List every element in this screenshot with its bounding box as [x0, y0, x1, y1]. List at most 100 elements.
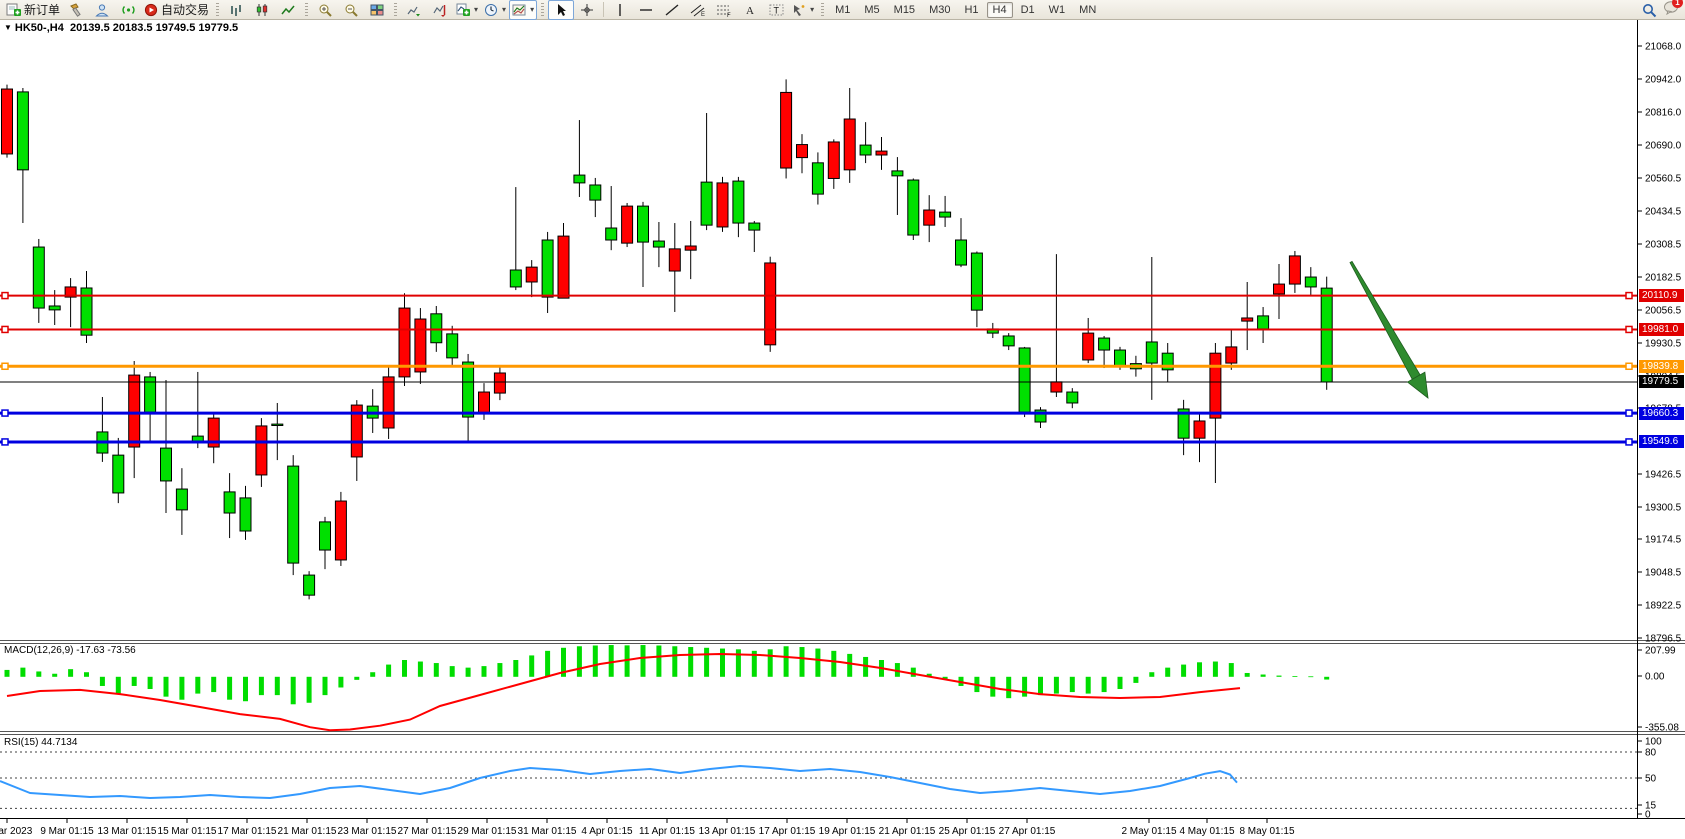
search-icon[interactable] — [1642, 3, 1657, 18]
macd-histogram-bar — [195, 676, 201, 694]
timeframe-button-h1[interactable]: H1 — [964, 3, 979, 16]
line-handle[interactable] — [1, 291, 9, 300]
tools-button[interactable] — [63, 0, 89, 20]
add-indicator-button[interactable]: ▾ — [453, 0, 481, 20]
zoom-out-button[interactable] — [338, 0, 364, 20]
time-tick-label: 4 May 01:15 — [1179, 826, 1234, 837]
time-tick-label: 7 Mar 2023 — [0, 826, 33, 837]
fibonacci-icon: F — [717, 5, 731, 17]
period-clock-button[interactable]: ▾ — [481, 0, 509, 20]
auto-scroll-button[interactable] — [401, 0, 427, 20]
timeframe-button-m1[interactable]: M1 — [835, 3, 851, 16]
macd-histogram-bar — [99, 676, 105, 686]
macd-histogram-bar — [322, 676, 328, 696]
timeframe-button-m30[interactable]: M30 — [929, 3, 951, 16]
line-handle[interactable] — [1625, 409, 1633, 417]
text-icon: A — [746, 5, 754, 17]
macd-histogram-bar — [497, 663, 503, 677]
annotation-arrow-head[interactable] — [1406, 371, 1429, 399]
chart-title: ▼ HK50-,H4 20139.5 20183.5 19749.5 19779.… — [4, 22, 238, 34]
candle — [939, 211, 952, 218]
candle — [796, 144, 808, 159]
chevron-down-icon: ▾ — [810, 5, 815, 14]
candle — [843, 118, 856, 171]
rsi-axis-label: 15 — [1645, 801, 1657, 812]
price-tick-label: 20308.5 — [1645, 240, 1682, 251]
chart-shift-button[interactable] — [427, 0, 453, 20]
candle — [827, 141, 840, 179]
macd-histogram-bar — [481, 666, 487, 677]
candle — [684, 245, 697, 251]
trendline-tool[interactable] — [659, 0, 685, 20]
horizontal-line-tool[interactable] — [633, 0, 659, 20]
line-handle[interactable] — [1, 362, 9, 371]
crosshair-button[interactable] — [574, 0, 600, 20]
line-handle[interactable] — [1, 325, 9, 334]
chevron-down-icon: ▾ — [474, 5, 479, 14]
channel-tool[interactable]: E — [685, 0, 711, 20]
candlestick-chart-button[interactable] — [249, 0, 275, 20]
macd-histogram-bar — [783, 646, 789, 677]
zoom-in-button[interactable] — [312, 0, 338, 20]
line-handle[interactable] — [1, 438, 9, 446]
candle — [1145, 341, 1158, 364]
trendline-icon — [665, 3, 679, 16]
timeframe-button-m15[interactable]: M15 — [893, 3, 916, 16]
timeframe-button-d1[interactable]: D1 — [1020, 3, 1035, 16]
new-order-label: 新订单 — [24, 3, 61, 17]
line-handle[interactable] — [1625, 291, 1633, 300]
candle — [573, 174, 586, 184]
candle — [160, 447, 172, 482]
timeframe-button-h4[interactable]: H4 — [986, 1, 1013, 18]
arrow-stamp-tool[interactable]: ▾ — [789, 0, 817, 20]
notification-button[interactable]: 1 — [1663, 0, 1683, 20]
candle — [223, 491, 236, 514]
candle — [16, 91, 29, 171]
fibonacci-tool[interactable]: F — [711, 0, 737, 20]
signal-button[interactable] — [115, 0, 141, 20]
macd-histogram-bar — [847, 653, 853, 677]
text-tool[interactable]: A — [737, 0, 763, 20]
line-handle[interactable] — [1625, 438, 1633, 446]
line-chart-button[interactable] — [275, 0, 301, 20]
timeframe-button-w1[interactable]: W1 — [1048, 3, 1066, 16]
macd-histogram-bar — [115, 676, 121, 694]
line-handle[interactable] — [1625, 325, 1633, 334]
time-tick-label: 9 Mar 01:15 — [40, 826, 94, 837]
candle — [287, 465, 300, 564]
macd-histogram-bar — [163, 676, 169, 697]
collapse-icon[interactable]: ▼ — [4, 23, 12, 32]
profile-button[interactable] — [89, 0, 115, 20]
candle — [191, 435, 204, 442]
candle — [509, 269, 522, 288]
macd-histogram-bar — [640, 645, 646, 677]
macd-histogram-bar — [1085, 676, 1091, 694]
macd-histogram-bar — [608, 645, 614, 677]
macd-histogram-bar — [1149, 672, 1155, 677]
price-tick-label: 19048.5 — [1645, 568, 1682, 579]
label-tool[interactable]: T — [763, 0, 789, 20]
auto-trading-button[interactable]: 自动交易 — [141, 0, 212, 20]
timeframe-button-m5[interactable]: M5 — [864, 3, 880, 16]
candle — [557, 235, 570, 299]
tile-windows-button[interactable] — [364, 0, 390, 20]
new-order-button[interactable]: 新订单 — [3, 0, 63, 20]
candle — [319, 521, 331, 551]
price-tick-label: 20182.5 — [1645, 273, 1682, 284]
bar-chart-button[interactable] — [223, 0, 249, 20]
vertical-line-tool[interactable] — [607, 0, 633, 20]
macd-histogram-bar — [545, 650, 551, 677]
line-handle[interactable] — [1625, 362, 1633, 371]
channel-icon: E — [690, 4, 705, 17]
candle — [1225, 346, 1238, 364]
rsi-axis-label: 80 — [1645, 748, 1657, 759]
macd-histogram-bar — [1117, 676, 1123, 690]
candle — [1002, 335, 1015, 347]
templates-button[interactable]: ▾ — [509, 0, 538, 20]
timeframe-button-mn[interactable]: MN — [1079, 3, 1097, 16]
line-handle[interactable] — [1, 409, 9, 417]
cursor-button[interactable] — [548, 0, 575, 20]
annotation-arrow-shaft[interactable] — [1349, 260, 1421, 380]
